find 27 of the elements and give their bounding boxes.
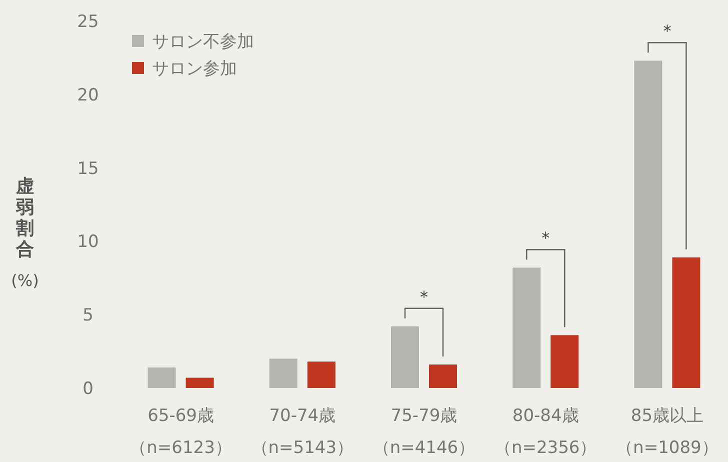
bar [391,326,419,388]
x-tick-label: 70-74歳（n=5143） [251,406,354,458]
annotation: * [542,228,550,248]
y-tick-label: 10 [77,232,99,252]
bar [550,335,579,388]
y-tick-label: 5 [82,306,94,326]
bar [148,367,176,388]
x-tick-label: 85歳以上（n=1089） [616,406,718,458]
bar [269,358,298,388]
bar [672,257,700,388]
annotation: * [420,287,428,306]
x-tick-label: 75-79歳（n=4146） [372,406,476,458]
bar [307,362,336,388]
legend-label: サロン参加 [152,59,237,79]
x-tick-label: 65-69歳（n=6123） [130,406,232,458]
bar [634,60,662,388]
y-axis-title: 虚弱割合 (%) [11,176,39,290]
y-tick-label: 15 [77,158,99,179]
x-tick-label: 80-84歳（n=2356） [494,406,597,458]
bar [512,268,541,388]
y-tick-label: 0 [82,379,94,399]
bar [186,378,214,388]
y-tick-label: 20 [77,85,99,106]
legend-label: サロン不参加 [152,32,254,52]
bar [429,364,457,388]
annotation: * [663,22,672,41]
y-tick-label: 25 [77,12,99,32]
